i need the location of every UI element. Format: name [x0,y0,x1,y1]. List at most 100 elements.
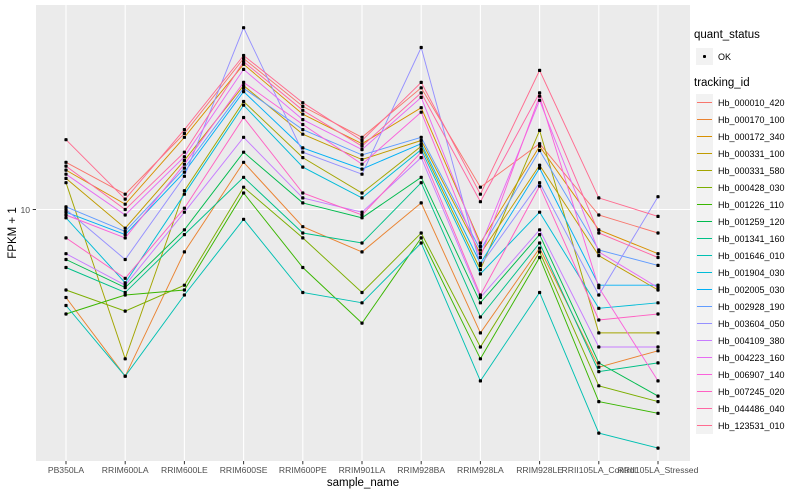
legend-item-label: Hb_000331_580 [718,165,785,176]
data-point [597,370,601,374]
legend-item-Hb_000331_580: Hb_000331_580 [696,162,785,179]
data-point [242,62,246,66]
legend-item-label: Hb_004223_160 [718,352,785,363]
data-point [360,153,364,157]
x-tick-label: RRIM928LE [516,464,563,475]
data-point [242,56,246,61]
data-point [242,191,246,195]
x-tick-label: RRIM901LA [338,464,386,475]
data-point [538,210,542,214]
data-point [182,206,186,210]
data-point [64,160,68,164]
legend-item-Hb_000170_100: Hb_000170_100 [696,111,785,128]
data-point [538,148,542,153]
data-point [478,255,482,260]
data-point [301,201,305,205]
data-point [123,229,127,233]
data-point [419,110,423,114]
data-point [64,236,68,240]
data-point [64,164,68,168]
x-tick-label: RRIM928LA [456,464,504,475]
series-line-key-icon [696,264,713,281]
data-point [64,205,68,209]
legend-item-ok: OK [696,48,731,65]
data-point [360,210,364,214]
data-point [419,201,423,205]
legend-item-Hb_001646_010: Hb_001646_010 [696,247,785,264]
legend-item-label: Hb_000010_420 [718,97,785,108]
data-point [360,241,364,245]
data-point [301,191,305,195]
legend-item-label: Hb_044486_040 [718,403,785,414]
series-line-key-icon [696,196,713,213]
data-point [538,144,542,148]
data-point [656,361,660,365]
data-point [123,283,127,287]
data-point [597,228,601,232]
data-point [478,248,482,252]
data-point [419,156,423,160]
data-point [538,98,542,102]
legend-item-Hb_000428_030: Hb_000428_030 [696,179,785,196]
x-tick-label: PB350LA [47,464,85,475]
data-point [478,331,482,335]
data-point [360,157,364,162]
legend-item-label: Hb_000170_100 [718,114,785,125]
data-point [123,257,127,262]
data-point [182,228,186,232]
data-point [419,241,423,245]
data-point [419,45,423,50]
series-line-key-icon [696,247,713,264]
data-point [301,101,305,105]
data-point [419,236,423,240]
data-point [64,252,68,256]
data-point [64,303,68,308]
data-point [360,148,364,152]
data-point [419,138,423,143]
data-point [656,349,660,353]
data-point [242,160,246,164]
legend-item-label: Hb_004109_380 [718,335,785,346]
data-point [419,148,423,152]
data-point [538,246,542,250]
data-point [656,231,660,235]
data-point [64,168,68,172]
legend-item-Hb_004109_380: Hb_004109_380 [696,332,785,349]
data-point [242,53,246,58]
data-point [123,276,127,280]
data-point [301,108,305,112]
legend-item-Hb_000172_340: Hb_000172_340 [696,128,785,145]
data-point [538,166,542,170]
data-point [301,265,305,270]
data-point [182,135,186,139]
data-point [656,301,660,305]
legend-item-label: Hb_001904_030 [718,267,785,278]
data-point [360,321,364,325]
data-point [597,331,601,335]
plot-panel [36,5,690,461]
x-tick-label: RRIM600PE [278,464,327,475]
data-point [301,231,305,235]
data-point [123,192,127,196]
legend-item-label: Hb_001646_010 [718,250,785,261]
legend-title-tracking-id: tracking_id [694,77,750,89]
data-point [182,233,186,237]
data-point [182,162,186,166]
data-point [301,112,305,116]
data-point [123,233,127,237]
legend-item-Hb_001904_030: Hb_001904_030 [696,264,785,281]
data-point [478,295,482,300]
data-point [123,293,127,297]
data-point [597,306,601,310]
data-point [64,207,68,212]
data-point [419,91,423,95]
data-point [538,181,542,185]
data-point [301,156,305,160]
series-line-key-icon [696,281,713,298]
data-point [301,128,305,132]
data-point [64,176,68,180]
legend-item-label: Hb_006907_140 [718,369,785,380]
data-point [656,331,660,335]
legend-item-Hb_002928_190: Hb_002928_190 [696,298,785,315]
